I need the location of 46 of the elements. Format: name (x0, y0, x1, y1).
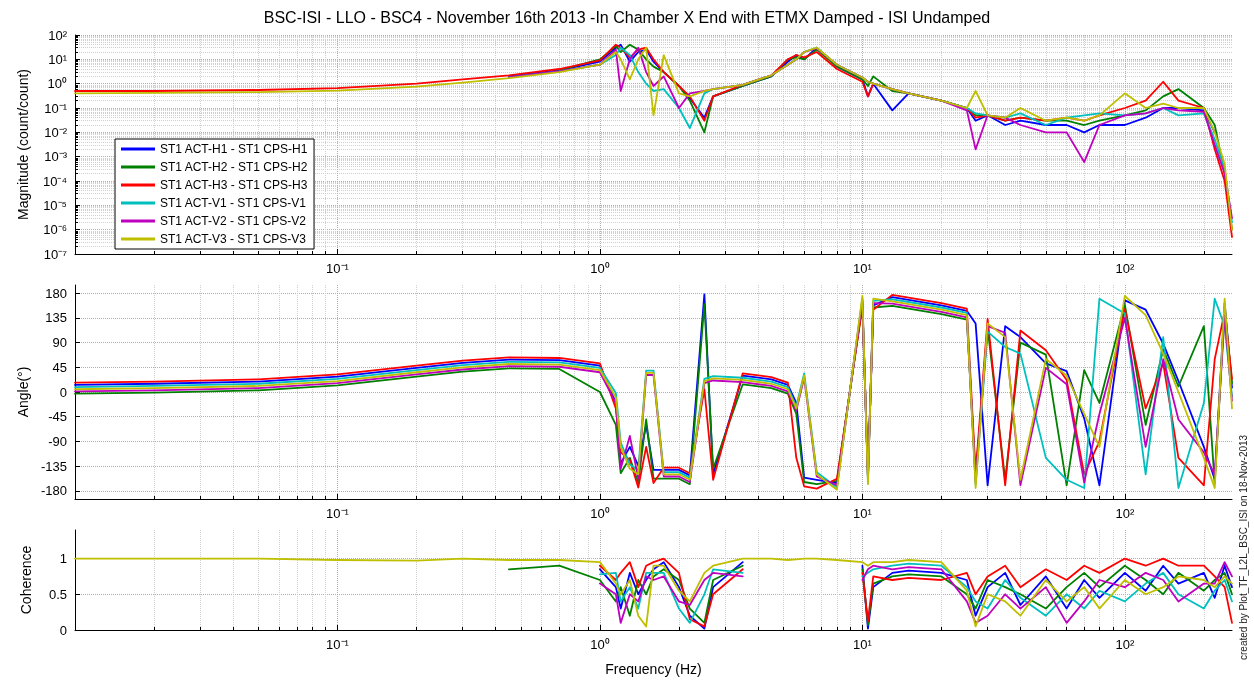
legend-label: ST1 ACT-V1 - ST1 CPS-V1 (160, 196, 307, 210)
y-tick-label: 180 (45, 285, 67, 301)
legend-label: ST1 ACT-V3 - ST1 CPS-V3 (160, 232, 307, 246)
y-axis-title: Angle(°) (15, 366, 32, 418)
x-tick-label: 10¹ (852, 506, 873, 521)
y-axis-title: Coherence (18, 545, 34, 615)
y-tick-label: 10¹ (48, 51, 68, 67)
y-tick-label: -135 (40, 458, 67, 474)
y-tick-label: 10⁻⁵ (43, 197, 67, 213)
legend-label: ST1 ACT-V2 - ST1 CPS-V2 (160, 214, 307, 228)
y-tick-label: -45 (48, 409, 67, 425)
y-tick-label: 10⁰ (47, 76, 67, 92)
y-tick-label: 90 (52, 335, 67, 351)
y-tick-label: 135 (45, 310, 67, 326)
y-tick-label: 10⁻⁷ (43, 246, 68, 262)
x-tick-label: 10⁰ (590, 261, 610, 276)
x-tick-label: 10² (1115, 261, 1135, 276)
legend-label: ST1 ACT-H1 - ST1 CPS-H1 (160, 142, 308, 156)
x-axis-title: Frequency (Hz) (605, 661, 702, 677)
legend-label: ST1 ACT-H2 - ST1 CPS-H2 (160, 160, 308, 174)
y-tick-label: 0 (59, 384, 67, 400)
x-tick-label: 10⁰ (590, 637, 610, 652)
x-tick-label: 10¹ (852, 637, 873, 652)
x-tick-label: 10² (1115, 637, 1135, 652)
y-tick-label: 10⁻³ (44, 149, 68, 165)
chart-title: BSC-ISI - LLO - BSC4 - November 16th 2013 -In Chamber X End with ETMX Damped - ISI Undamped (263, 8, 991, 26)
y-tick-label: 10⁻¹ (44, 100, 68, 116)
y-tick-label: 1 (59, 551, 67, 567)
x-tick-label: 10⁻¹ (326, 637, 350, 652)
x-tick-label: 10⁻¹ (326, 261, 350, 276)
y-tick-label: 0 (59, 622, 67, 638)
y-tick-label: 10² (48, 27, 68, 43)
text: created by Plot_TF_L2L_BSC_ISI on 18-Nov-2013 (1238, 434, 1249, 660)
x-tick-label: 10² (1115, 506, 1135, 521)
x-tick-label: 10¹ (852, 261, 873, 276)
y-tick-label: 10⁻⁴ (42, 173, 67, 189)
legend-label: ST1 ACT-H3 - ST1 CPS-H3 (160, 178, 308, 192)
y-tick-label: 10⁻⁶ (43, 222, 67, 238)
x-tick-label: 10⁰ (590, 506, 610, 521)
y-axis-title: Magnitude (count/count) (15, 69, 31, 220)
y-tick-label: 10⁻² (44, 124, 68, 140)
y-tick-label: -90 (48, 433, 67, 449)
y-tick-label: 0.5 (48, 586, 67, 602)
x-tick-label: 10⁻¹ (326, 506, 350, 521)
y-tick-label: 45 (52, 359, 67, 375)
y-tick-label: -180 (40, 483, 67, 499)
